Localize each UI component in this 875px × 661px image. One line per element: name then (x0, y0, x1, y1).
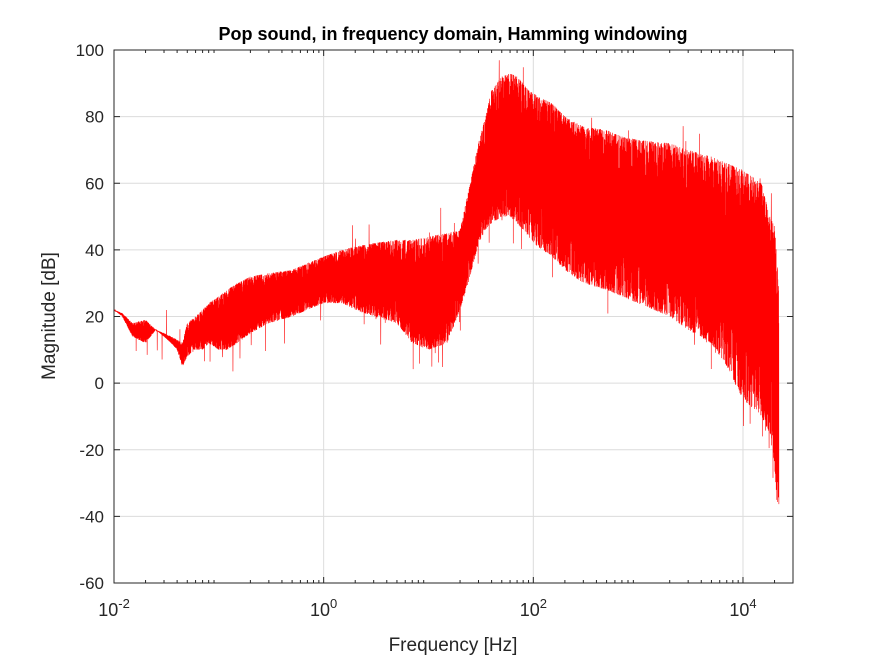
plot-area-border (113, 49, 794, 584)
x-axis-label: Frequency [Hz] (389, 635, 518, 656)
y-tick-label: -20 (79, 441, 104, 460)
y-tick-label: 100 (76, 41, 104, 60)
y-tick-label: 40 (85, 241, 104, 260)
series-group (113, 60, 780, 505)
y-tick-label: 20 (85, 308, 104, 327)
y-tick-label: -40 (79, 507, 104, 526)
chart-title: Pop sound, in frequency domain, Hamming … (218, 24, 687, 44)
y-tick-label: 80 (85, 108, 104, 127)
x-tick-label: 104 (729, 596, 756, 620)
y-axis-ticks: -60 -40 -20 0 20 40 60 80 100 (76, 41, 793, 593)
y-tick-label: -60 (79, 574, 104, 593)
series-line-0 (113, 60, 780, 505)
y-tick-label: 0 (95, 374, 104, 393)
y-tick-label: 60 (85, 174, 104, 193)
y-axis-label: Magnitude [dB] (39, 252, 60, 380)
x-tick-label: 102 (520, 596, 547, 620)
x-tick-label: 100 (310, 596, 337, 620)
x-tick-label: 10-2 (98, 596, 130, 620)
